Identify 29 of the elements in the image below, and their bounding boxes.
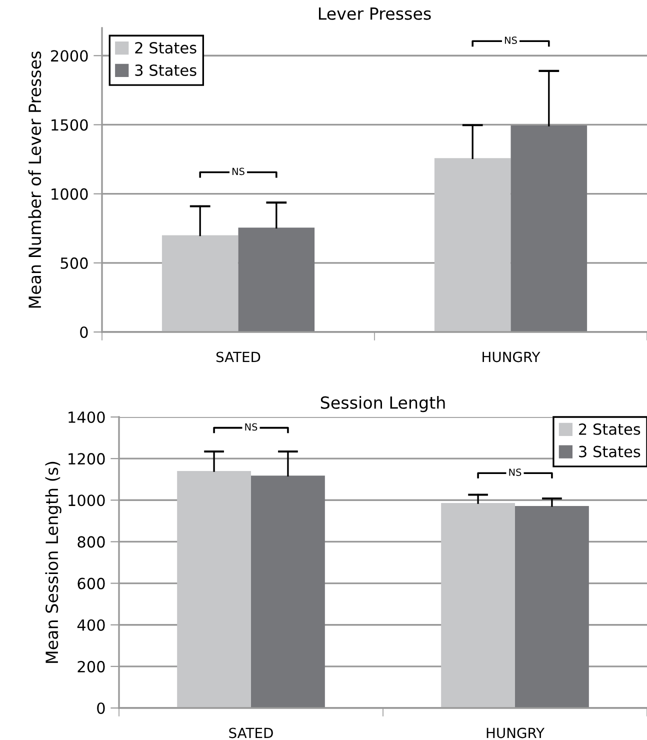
legend-label: 2 States xyxy=(579,423,640,435)
annotation: NS xyxy=(245,423,258,431)
y-tick-label: 1500 xyxy=(52,119,88,131)
y-tick-label: 1400 xyxy=(68,411,105,424)
y-tick-label: 600 xyxy=(78,578,105,590)
x-tick-label: SATED xyxy=(216,352,260,362)
y-axis-title: Mean Number of Lever Presses xyxy=(28,52,42,308)
x-tick-label: SATED xyxy=(229,728,273,738)
y-axis-title: Mean Session Length (s) xyxy=(45,462,62,663)
chart-title: Lever Presses xyxy=(318,8,431,20)
y-tick-label: 0 xyxy=(80,326,88,338)
legend-label: 2 States xyxy=(135,42,196,54)
annotation: NS xyxy=(232,168,244,176)
chart-title: Session Length xyxy=(320,396,445,412)
annotation: NS xyxy=(509,468,522,476)
y-tick-label: 200 xyxy=(78,660,105,672)
x-tick-label: HUNGRY xyxy=(482,352,540,362)
legend-label: 3 States xyxy=(579,446,640,458)
y-tick-label: 800 xyxy=(78,536,105,548)
x-tick-label: HUNGRY xyxy=(486,728,545,738)
y-tick-label: 2000 xyxy=(51,50,88,62)
y-tick-label: 500 xyxy=(60,257,88,269)
y-tick-label: 0 xyxy=(97,702,105,714)
y-tick-label: 1000 xyxy=(52,188,88,200)
annotation: NS xyxy=(504,36,517,44)
legend-label: 3 States xyxy=(135,64,196,76)
y-tick-label: 400 xyxy=(77,619,105,631)
y-tick-label: 1000 xyxy=(68,494,105,506)
y-tick-label: 1200 xyxy=(68,453,105,465)
